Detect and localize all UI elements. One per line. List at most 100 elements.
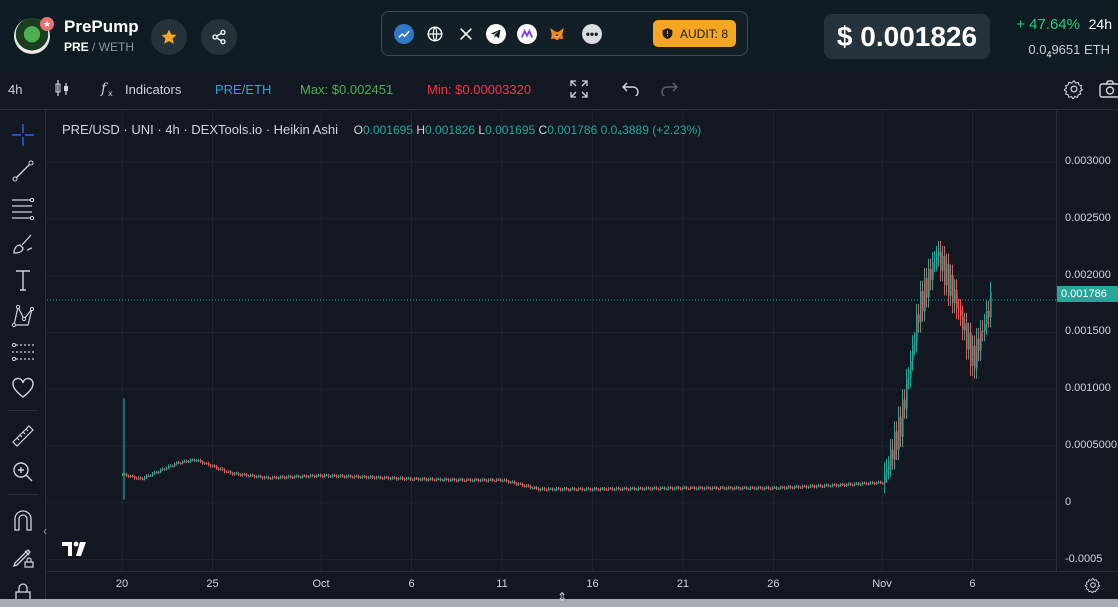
candle-body xyxy=(628,489,630,491)
audit-badge[interactable]: AUDIT: 8 xyxy=(653,20,737,47)
chart-link-icon[interactable] xyxy=(394,24,414,44)
lock-drawing-icon[interactable] xyxy=(10,544,36,570)
favorite-button[interactable] xyxy=(151,19,187,55)
candle-body xyxy=(882,482,884,485)
candle-body xyxy=(568,489,570,491)
brush-icon[interactable] xyxy=(10,231,36,257)
candle-body xyxy=(642,488,644,490)
redo-icon[interactable] xyxy=(660,80,678,99)
candle-body xyxy=(860,484,862,486)
candle-body xyxy=(732,487,734,490)
pair-toggle[interactable]: PRE/ETH xyxy=(215,82,272,97)
candle-body xyxy=(448,479,450,481)
indicators-button[interactable]: Indicators xyxy=(125,82,182,97)
more-icon[interactable]: ••• xyxy=(582,24,602,44)
prediction-icon[interactable] xyxy=(10,339,36,365)
candle-body xyxy=(954,289,956,303)
price-chart[interactable] xyxy=(47,111,1057,571)
y-tick-label: 0.002000 xyxy=(1065,268,1111,281)
candle-body xyxy=(474,479,476,481)
crosshair-icon[interactable] xyxy=(10,122,36,148)
candle-body xyxy=(394,477,396,479)
candle-body xyxy=(124,474,126,476)
interval-selector[interactable]: 4h xyxy=(8,82,23,97)
candle-body xyxy=(470,479,472,481)
zoom-in-icon[interactable] xyxy=(10,459,36,485)
price-eth-sub: 4 xyxy=(1046,49,1052,60)
candle-type-icon[interactable] xyxy=(54,79,70,100)
candle-body xyxy=(308,476,310,478)
candle-body xyxy=(754,487,756,489)
social-links-bar: ••• AUDIT: 8 xyxy=(381,11,748,56)
candle-body xyxy=(442,480,444,482)
candle-body xyxy=(148,475,150,477)
candle-body xyxy=(614,489,616,491)
y-tick-label: 0.001500 xyxy=(1065,325,1111,338)
candle-body xyxy=(454,478,456,481)
axis-settings-icon[interactable] xyxy=(1084,577,1101,598)
candle-body xyxy=(384,477,386,479)
star-icon xyxy=(161,29,177,44)
dex-icon[interactable] xyxy=(517,24,537,44)
candle-body xyxy=(560,488,562,491)
candle-body xyxy=(390,478,392,480)
candle-body xyxy=(290,476,292,478)
candle-body xyxy=(516,483,518,485)
text-tool-icon[interactable] xyxy=(10,267,36,293)
candle-body xyxy=(932,262,934,281)
fib-retracement-icon[interactable] xyxy=(10,195,36,221)
heart-icon[interactable] xyxy=(10,375,36,401)
camera-icon[interactable] xyxy=(1099,79,1118,102)
telegram-icon[interactable] xyxy=(486,24,506,44)
candle-body xyxy=(734,487,736,490)
legend-change: 0.0₄3889 (+2.23%) xyxy=(600,123,702,137)
price-axis[interactable]: 0.003000 0.002500 0.002000 0.001500 0.001000… xyxy=(1056,111,1118,571)
ruler-icon[interactable] xyxy=(10,423,36,449)
magnet-icon[interactable] xyxy=(10,508,36,534)
candle-body xyxy=(552,488,554,490)
candle-body xyxy=(316,475,318,477)
candle-body xyxy=(386,477,388,479)
chart-grid xyxy=(47,111,1057,571)
metamask-icon[interactable] xyxy=(547,24,567,44)
candle-body xyxy=(212,465,214,467)
fullscreen-icon[interactable] xyxy=(570,80,588,101)
time-axis[interactable]: 20 25 Oct 6 11 16 21 26 Nov 6 xyxy=(47,571,1118,599)
candle-body xyxy=(608,488,610,490)
candle-body xyxy=(780,486,782,489)
min-price: Min: $0.00003320 xyxy=(427,82,532,97)
candle-body xyxy=(322,476,324,478)
candle-body xyxy=(260,475,262,478)
trend-line-icon[interactable] xyxy=(10,158,36,184)
pattern-icon[interactable] xyxy=(10,303,36,329)
candle-body xyxy=(798,486,800,488)
bottom-scrollbar[interactable] xyxy=(0,599,1118,607)
candle-body xyxy=(962,315,964,331)
candle-body xyxy=(602,488,604,490)
candle-body xyxy=(130,475,132,478)
candle-body xyxy=(758,487,760,489)
candle-body xyxy=(756,488,758,490)
settings-gear-icon[interactable] xyxy=(1063,79,1084,102)
candle-body xyxy=(898,416,900,450)
globe-icon[interactable] xyxy=(425,24,445,44)
undo-icon[interactable] xyxy=(622,80,640,99)
candle-body xyxy=(230,471,232,474)
candle-body xyxy=(324,475,326,477)
x-icon[interactable] xyxy=(456,24,476,44)
resize-handle-icon[interactable]: ⇕ xyxy=(557,590,568,604)
tradingview-logo-icon[interactable] xyxy=(60,536,90,560)
share-button[interactable] xyxy=(201,19,237,55)
candle-body xyxy=(532,487,534,490)
last-price-tag: 0.001786 xyxy=(1057,286,1118,302)
candle-body xyxy=(140,477,142,479)
candle-body xyxy=(824,485,826,487)
candle-body xyxy=(472,480,474,482)
collapse-chevron-icon[interactable]: ‹ xyxy=(43,524,47,538)
candle-body xyxy=(638,487,640,490)
candle-body xyxy=(770,488,772,490)
candle-body xyxy=(460,479,462,481)
y-tick-label: -0.0005 xyxy=(1065,552,1103,565)
